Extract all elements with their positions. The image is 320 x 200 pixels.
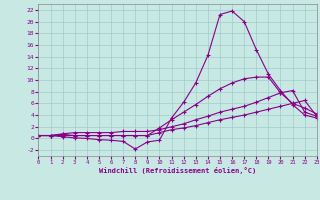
X-axis label: Windchill (Refroidissement éolien,°C): Windchill (Refroidissement éolien,°C) xyxy=(99,167,256,174)
